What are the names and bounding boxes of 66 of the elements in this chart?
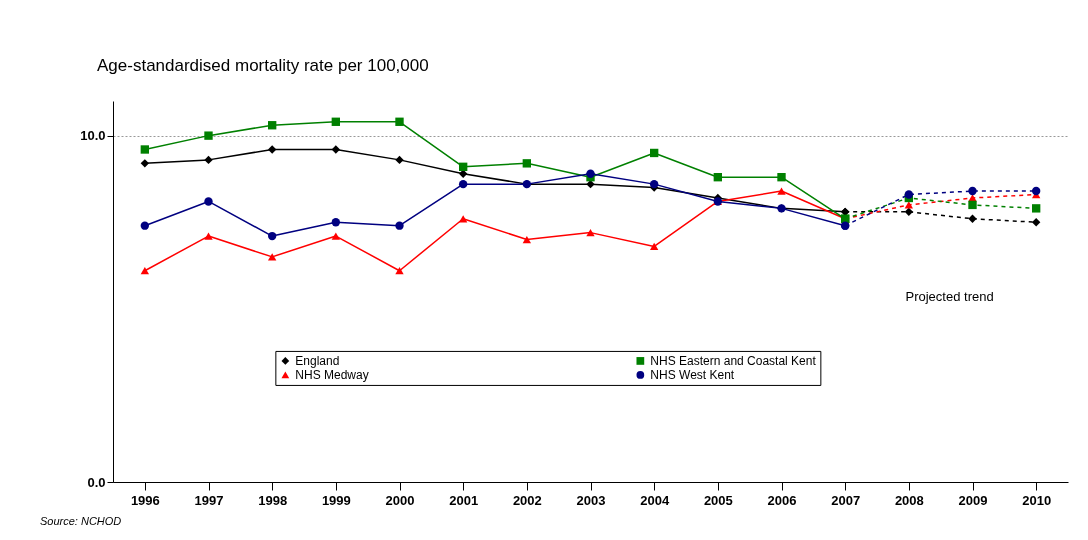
point [968, 186, 977, 196]
point [140, 159, 150, 168]
x-tick-label: 2002 [512, 492, 542, 508]
point [331, 145, 341, 154]
point [586, 169, 595, 178]
point [140, 267, 150, 275]
point [395, 155, 404, 165]
chart-title: Age-standardised mortality rate per 100,000 [97, 56, 429, 75]
point [267, 231, 277, 241]
point [904, 190, 914, 199]
point [649, 179, 659, 189]
point [649, 242, 659, 251]
point [267, 121, 277, 130]
x-tick-label: 2010 [1022, 492, 1052, 508]
x-tick-label: 2001 [449, 492, 479, 508]
x-tick-label: 2008 [894, 492, 924, 508]
point [777, 187, 786, 195]
x-tick-label: 2009 [958, 492, 988, 508]
point [331, 117, 341, 126]
point [1031, 204, 1041, 213]
x-tick-label: 1997 [194, 492, 224, 508]
point [204, 131, 213, 140]
point [140, 145, 150, 154]
point [777, 173, 786, 182]
point [1031, 218, 1041, 227]
legend-label: NHS West Kent [650, 367, 735, 382]
point [204, 155, 213, 165]
point [522, 159, 532, 168]
point [458, 179, 468, 189]
point [204, 232, 213, 240]
point [204, 197, 213, 206]
x-tick-label: 2007 [831, 492, 861, 508]
annotation: Projected trend [905, 289, 994, 305]
legend-label: NHS Eastern and Coastal Kent [650, 353, 817, 368]
x-tick-label: 2000 [385, 492, 415, 508]
source-note: Source: NCHOD [40, 515, 122, 527]
y-tick-label: 10.0 [80, 128, 106, 144]
point [395, 221, 404, 230]
y-tick-label: 0.0 [87, 474, 106, 490]
x-tick-label: 2006 [767, 492, 797, 508]
point [395, 117, 404, 126]
x-tick-label: 2004 [640, 492, 670, 508]
point [586, 229, 595, 237]
x-tick-label: 1999 [321, 492, 351, 508]
point [968, 214, 977, 223]
point [649, 148, 659, 158]
point [331, 232, 341, 240]
legend-label: England [295, 353, 340, 368]
point [140, 221, 150, 230]
x-tick-label: 1996 [130, 492, 160, 508]
point [840, 221, 850, 230]
x-tick-label: 2005 [703, 492, 733, 508]
point [904, 201, 914, 209]
legend-label: NHS Medway [295, 367, 369, 382]
point [458, 215, 468, 223]
point [331, 218, 341, 227]
point [968, 200, 977, 210]
point [395, 267, 404, 275]
point [904, 207, 914, 217]
point [1031, 186, 1041, 196]
x-tick-label: 1998 [258, 492, 288, 508]
point [267, 145, 277, 154]
x-tick-label: 2003 [576, 492, 606, 508]
point [713, 173, 723, 182]
point [522, 235, 532, 244]
point [458, 162, 468, 171]
